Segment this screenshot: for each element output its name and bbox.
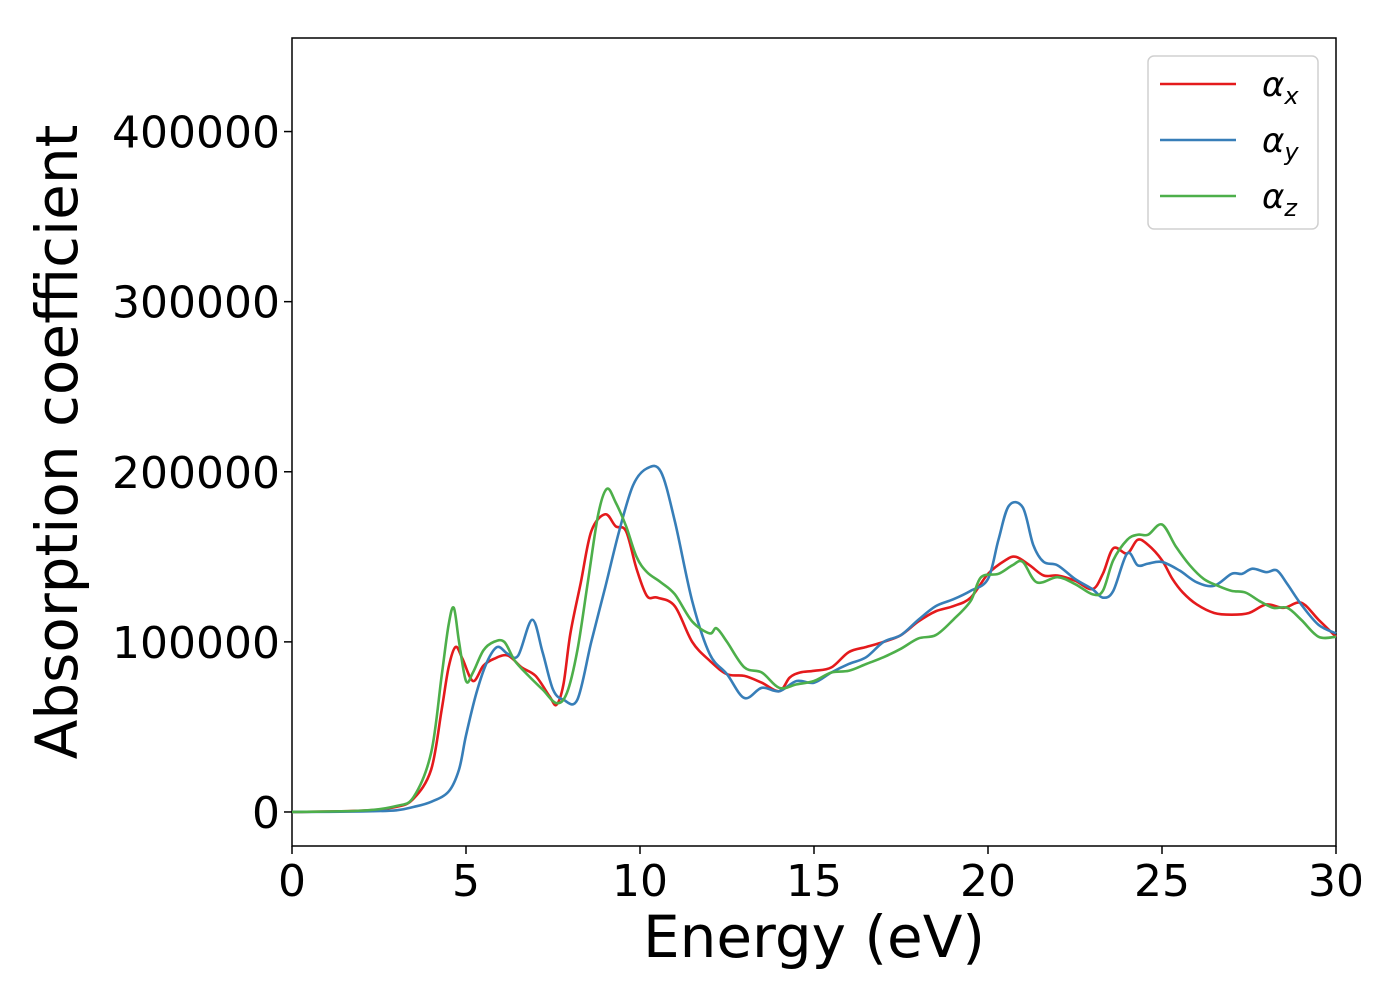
x-tick-label: 5 (452, 856, 480, 907)
x-tick-label: 0 (278, 856, 306, 907)
x-tick-label: 20 (960, 856, 1016, 907)
y-tick-label: 300000 (112, 278, 280, 329)
series-line-alpha-y (291, 464, 1337, 814)
legend-box (1147, 55, 1319, 230)
y-axis-label: Absorption coefficient (23, 125, 91, 760)
legend: αx αy αz (1147, 55, 1319, 230)
y-tick-label: 200000 (112, 448, 280, 499)
series-layer (291, 464, 1337, 814)
series-line-alpha-x (291, 512, 1337, 814)
series-line-alpha-z (291, 487, 1337, 814)
legend-label-alpha-z: αz (1262, 177, 1298, 222)
x-tick-label: 25 (1134, 856, 1190, 907)
x-tick-label: 30 (1308, 856, 1364, 907)
y-axis-ticks: 0 100000 200000 300000 400000 (112, 108, 292, 839)
y-tick-label: 400000 (112, 108, 280, 159)
legend-label-alpha-y: αy (1262, 121, 1299, 166)
x-tick-label: 10 (612, 856, 668, 907)
y-tick-label: 100000 (112, 618, 280, 669)
x-axis-label: Energy (eV) (643, 903, 985, 971)
legend-label-alpha-x: αx (1262, 65, 1299, 110)
x-tick-label: 15 (786, 856, 842, 907)
x-axis-ticks: 0 5 10 15 20 25 30 (278, 846, 1364, 907)
y-tick-label: 0 (252, 788, 280, 839)
